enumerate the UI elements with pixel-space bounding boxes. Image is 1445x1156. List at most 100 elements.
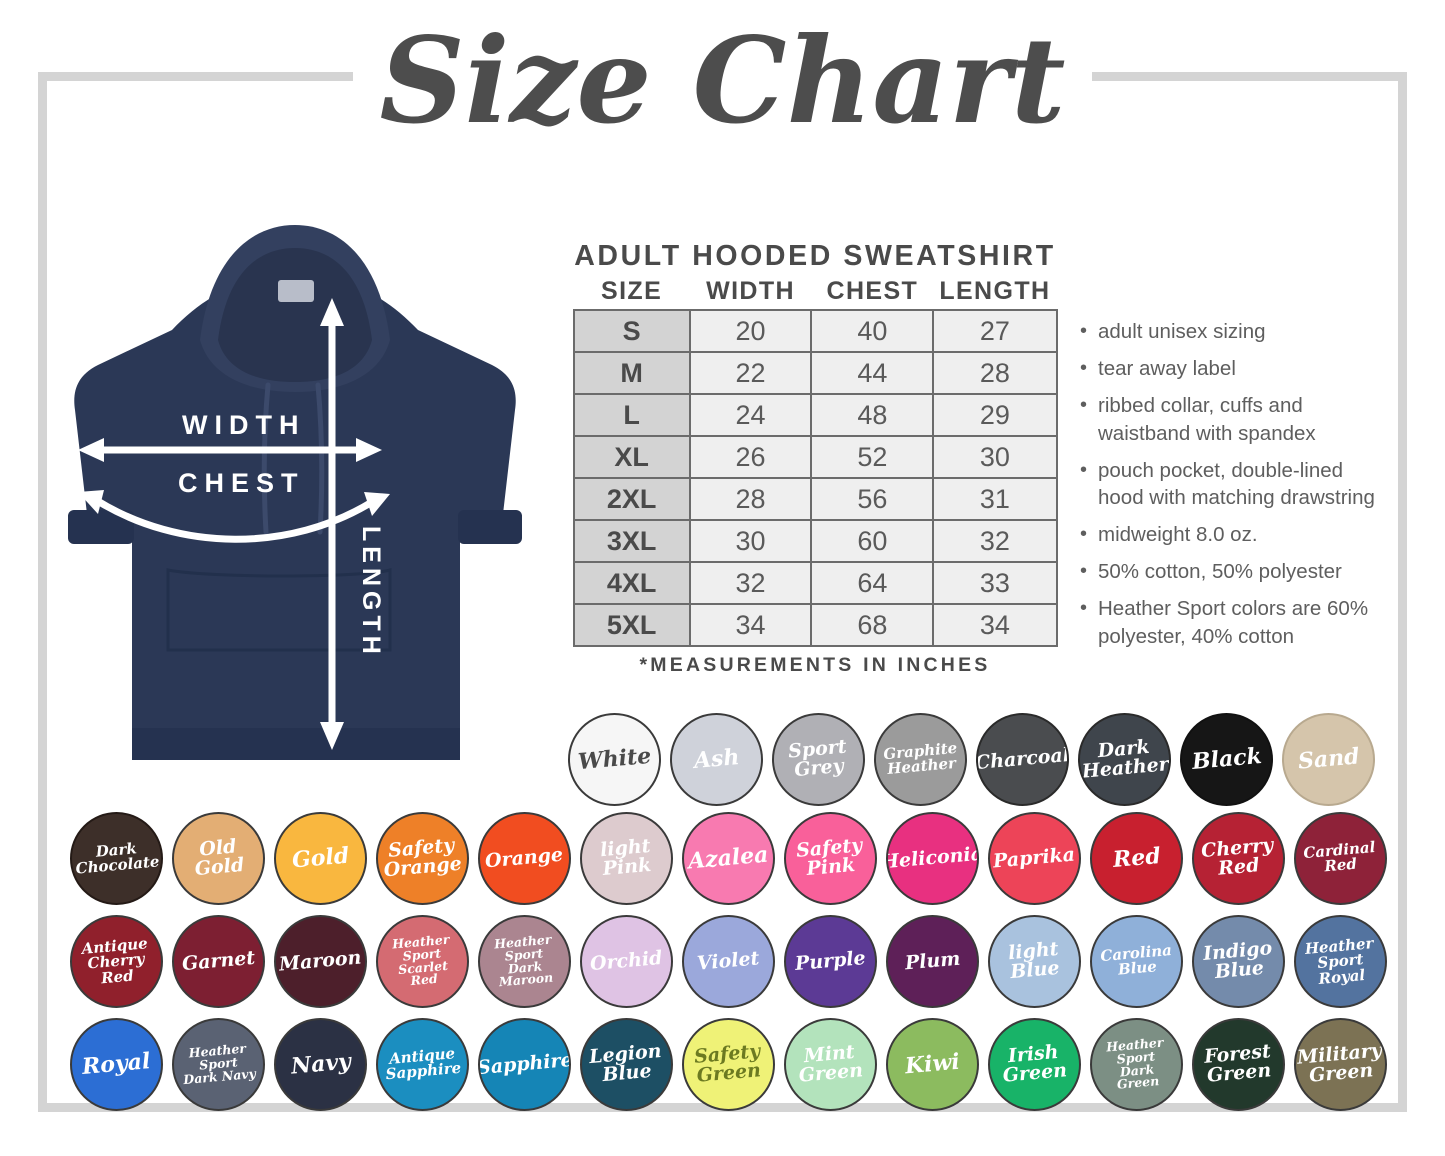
color-swatch[interactable]: Charcoal [976, 713, 1069, 806]
color-swatch-label: Indigo Blue [1202, 937, 1274, 984]
cell-chest: 68 [810, 603, 935, 647]
color-swatch[interactable]: Azalea [682, 812, 775, 905]
size-table-block: ADULT HOODED SWEATSHIRT SIZE WIDTH CHEST… [565, 240, 1065, 677]
color-swatch[interactable]: Dark Chocolate [70, 812, 163, 905]
cell-size: 5XL [572, 603, 691, 647]
features-list: adult unisex sizing tear away label ribbed… [1078, 318, 1390, 660]
color-swatch[interactable]: Black [1180, 713, 1273, 806]
color-swatch-label: Cherry Red [1200, 834, 1275, 881]
color-swatch[interactable]: Legion Blue [580, 1018, 673, 1111]
cell-length: 32 [932, 519, 1058, 563]
color-swatch[interactable]: Heliconia [886, 812, 979, 905]
color-swatch[interactable]: Carolina Blue [1090, 915, 1183, 1008]
color-swatch[interactable]: Navy [274, 1018, 367, 1111]
color-swatch-label: Sport Grey [787, 735, 848, 782]
color-swatch-label: Paprika [992, 843, 1077, 873]
size-table-body: S 20 40 27 M 22 44 28 L 24 48 29 XL 26 52 30 2XL 28 56 31 3X… [572, 309, 1058, 647]
cell-width: 28 [688, 477, 813, 521]
color-swatch[interactable]: Military Green [1294, 1018, 1387, 1111]
color-swatch-label: Orange [484, 843, 565, 873]
color-swatch[interactable]: Heather Sport Scarlet Red [376, 915, 469, 1008]
cell-width: 32 [688, 561, 813, 605]
color-swatch[interactable]: Antique Cherry Red [70, 915, 163, 1008]
color-swatch[interactable]: Graphite Heather [874, 713, 967, 806]
color-swatch-label: Violet [696, 947, 761, 975]
color-swatch-label: Antique Sapphire [384, 1044, 462, 1084]
color-swatch[interactable]: Heather Sport Royal [1294, 915, 1387, 1008]
color-swatch[interactable]: Red [1090, 812, 1183, 905]
chest-measure-label: CHEST [178, 468, 305, 498]
color-swatch[interactable]: light Blue [988, 915, 1081, 1008]
color-swatch-label: Sand [1296, 743, 1361, 775]
table-row: 3XL 30 60 32 [572, 519, 1058, 563]
color-swatch[interactable]: Indigo Blue [1192, 915, 1285, 1008]
color-swatch[interactable]: Irish Green [988, 1018, 1081, 1111]
color-swatch-label: Charcoal [976, 743, 1069, 774]
cell-size: M [572, 351, 691, 395]
table-row: L 24 48 29 [572, 393, 1058, 437]
color-swatch[interactable]: Mint Green [784, 1018, 877, 1111]
color-swatch[interactable]: light Pink [580, 812, 673, 905]
cell-width: 24 [688, 393, 813, 437]
color-swatch[interactable]: Ash [670, 713, 763, 806]
cell-length: 30 [932, 435, 1058, 479]
color-swatch-label: Antique Cherry Red [81, 933, 149, 987]
cell-size: 4XL [572, 561, 691, 605]
color-swatch-label: Garnet [180, 946, 256, 975]
cell-chest: 44 [810, 351, 935, 395]
color-swatch[interactable]: Paprika [988, 812, 1081, 905]
cell-width: 30 [688, 519, 813, 563]
color-swatch[interactable]: Royal [70, 1018, 163, 1111]
color-swatch-label: Cardinal Red [1303, 838, 1377, 876]
color-swatch-label: Maroon [278, 946, 363, 976]
color-swatch[interactable]: Kiwi [886, 1018, 979, 1111]
color-swatch-label: Sapphire [478, 1048, 571, 1079]
cell-length: 31 [932, 477, 1058, 521]
color-swatch[interactable]: Violet [682, 915, 775, 1008]
color-swatch-label: Royal [81, 1048, 152, 1081]
color-swatch[interactable]: White [568, 713, 661, 806]
color-swatch[interactable]: Garnet [172, 915, 265, 1008]
color-swatch[interactable]: Heather Sport Dark Maroon [478, 915, 571, 1008]
cell-width: 34 [688, 603, 813, 647]
cell-length: 34 [932, 603, 1058, 647]
color-swatch-label: Heather Sport Scarlet Red [391, 931, 450, 989]
color-swatch[interactable]: Gold [274, 812, 367, 905]
color-swatch[interactable]: Cherry Red [1192, 812, 1285, 905]
table-row: M 22 44 28 [572, 351, 1058, 395]
color-swatch-label: Dark Heather [1080, 735, 1170, 784]
color-swatch[interactable]: Orchid [580, 915, 673, 1008]
color-swatch-row-1: White Ash Sport Grey Graphite Heather Charco… [568, 713, 1384, 806]
cell-width: 20 [688, 309, 813, 353]
color-swatch[interactable]: Plum [886, 915, 979, 1008]
length-measure-label: LENGTH [357, 526, 385, 659]
color-swatch-label: light Blue [1007, 938, 1061, 984]
color-swatch[interactable]: Dark Heather [1078, 713, 1171, 806]
color-swatch[interactable]: Orange [478, 812, 571, 905]
color-swatch[interactable]: Heather Sport Dark Green [1090, 1018, 1183, 1111]
color-swatch[interactable]: Forest Green [1192, 1018, 1285, 1111]
color-swatch[interactable]: Maroon [274, 915, 367, 1008]
color-swatch[interactable]: Antique Sapphire [376, 1018, 469, 1111]
cell-chest: 52 [810, 435, 935, 479]
color-swatch[interactable]: Sapphire [478, 1018, 571, 1111]
column-header-width: WIDTH [706, 277, 795, 305]
color-swatch[interactable]: Cardinal Red [1294, 812, 1387, 905]
feature-item: Heather Sport colors are 60% polyester, … [1080, 595, 1390, 651]
color-swatch[interactable]: Heather Sport Dark Navy [172, 1018, 265, 1111]
color-swatch-label: light Pink [599, 835, 653, 881]
color-swatch-label: Heliconia [886, 842, 979, 874]
color-swatch[interactable]: Safety Green [682, 1018, 775, 1111]
color-swatch[interactable]: Purple [784, 915, 877, 1008]
width-measure-label: WIDTH [182, 410, 306, 440]
hoodie-graphic [68, 225, 522, 760]
color-swatch[interactable]: Old Gold [172, 812, 265, 905]
cell-chest: 40 [810, 309, 935, 353]
color-swatch[interactable]: Sport Grey [772, 713, 865, 806]
color-swatch[interactable]: Sand [1282, 713, 1375, 806]
color-swatch[interactable]: Safety Orange [376, 812, 469, 905]
feature-item: adult unisex sizing [1080, 318, 1390, 346]
color-swatch[interactable]: Safety Pink [784, 812, 877, 905]
cell-length: 28 [932, 351, 1058, 395]
cell-size: L [572, 393, 691, 437]
